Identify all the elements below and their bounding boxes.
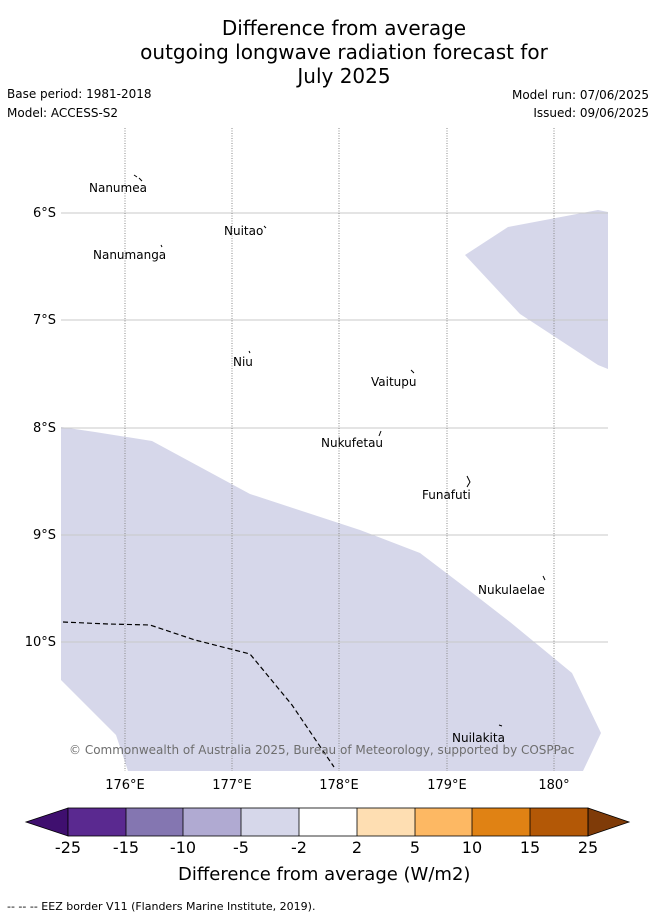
island-label-vaitupu: Vaitupu (371, 375, 417, 389)
longitude-gridlines (124, 128, 555, 771)
lon-label-177e: 177°E (212, 778, 252, 793)
colorbar-dividers (67, 807, 589, 837)
eez-footnote: -- -- -- EEZ border V11 (Flanders Marine… (7, 900, 316, 913)
lon-label-178e: 178°E (319, 778, 359, 793)
colorbar-max-arrow (587, 807, 631, 837)
colorbar-tick: -5 (233, 838, 249, 857)
island-shapes (133, 174, 546, 727)
lat-label-8s: 8°S (32, 421, 56, 436)
lat-label-9s: 9°S (32, 528, 56, 543)
lat-label-10s: 10°S (24, 635, 56, 650)
island-label-nuitao: Nuitao (224, 224, 264, 238)
anomaly-region-northeast (465, 210, 608, 369)
colorbar-seg-3 (183, 808, 241, 836)
colorbar-seg-1 (68, 808, 126, 836)
island-label-niu: Niu (233, 355, 253, 369)
island-label-funafuti: Funafuti (422, 488, 471, 502)
colorbar-seg-4 (241, 808, 299, 836)
issued-date: Issued: 09/06/2025 (533, 106, 649, 120)
colorbar-tick: -10 (169, 838, 197, 857)
colorbar-tick: 15 (519, 838, 541, 857)
colorbar-tick: 5 (409, 838, 421, 857)
latitude-gridlines (61, 212, 608, 643)
island-label-nukufetau: Nukufetau (321, 436, 384, 450)
model-name: Model: ACCESS-S2 (7, 106, 119, 120)
copyright-notice: © Commonwealth of Australia 2025, Bureau… (69, 743, 575, 757)
colorbar-seg-9 (530, 808, 588, 836)
island-label-nukulaelae: Nukulaelae (478, 583, 545, 597)
lon-label-179e: 179°E (427, 778, 467, 793)
eez-border (62, 621, 335, 768)
colorbar-seg-2 (126, 808, 183, 836)
colorbar-seg-5 (299, 808, 357, 836)
model-run: Model run: 07/06/2025 (511, 88, 649, 102)
lon-label-176e: 176°E (105, 778, 145, 793)
colorbar-tick: -15 (112, 838, 140, 857)
colorbar-min-arrow (24, 807, 69, 837)
title-line-1: Difference from average (221, 16, 467, 40)
colorbar-tick: -25 (54, 838, 82, 857)
base-period: Base period: 1981-2018 (7, 87, 152, 101)
colorbar-seg-8 (472, 808, 530, 836)
lat-label-7s: 7°S (32, 313, 56, 328)
island-label-nuilakita: Nuilakita (452, 731, 505, 745)
map-title: Difference from average outgoing longwav… (0, 16, 655, 88)
colorbar-tick: 10 (461, 838, 483, 857)
anomaly-region-south (61, 427, 601, 771)
title-line-3: July 2025 (297, 64, 391, 88)
title-line-2: outgoing longwave radiation forecast for (140, 40, 548, 64)
island-label-nanumanga: Nanumanga (93, 248, 167, 262)
colorbar-seg-6 (357, 808, 415, 836)
colorbar-tick: -2 (291, 838, 307, 857)
island-label-nanumea: Nanumea (89, 181, 147, 195)
colorbar-tick: 25 (577, 838, 599, 857)
lat-label-6s: 6°S (32, 206, 56, 221)
colorbar-tick: 2 (351, 838, 363, 857)
colorbar-seg-7 (415, 808, 472, 836)
lon-label-180: 180° (538, 778, 570, 793)
colorbar-label: Difference from average (W/m2) (178, 864, 471, 885)
